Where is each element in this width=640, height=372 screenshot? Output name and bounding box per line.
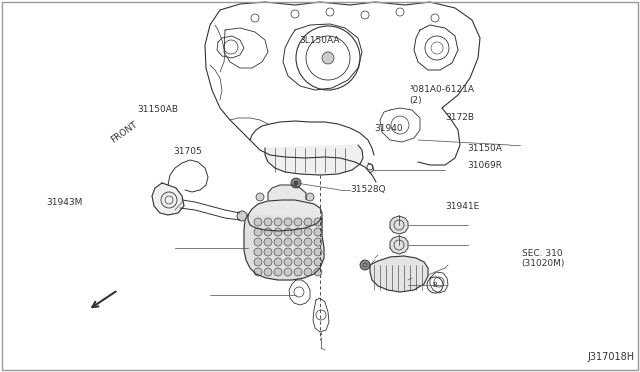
- Circle shape: [304, 268, 312, 276]
- Circle shape: [254, 248, 262, 256]
- Text: 3L150AA: 3L150AA: [300, 36, 340, 45]
- Polygon shape: [390, 216, 408, 234]
- Circle shape: [304, 238, 312, 246]
- Circle shape: [274, 238, 282, 246]
- Circle shape: [294, 258, 302, 266]
- Circle shape: [254, 258, 262, 266]
- Circle shape: [284, 248, 292, 256]
- Text: 31940: 31940: [374, 124, 403, 133]
- Circle shape: [264, 258, 272, 266]
- Text: FRONT: FRONT: [109, 120, 139, 144]
- Circle shape: [304, 218, 312, 226]
- Circle shape: [304, 228, 312, 236]
- Text: B: B: [433, 282, 437, 288]
- Circle shape: [314, 248, 322, 256]
- Circle shape: [274, 228, 282, 236]
- Text: 31528Q: 31528Q: [351, 185, 387, 194]
- Circle shape: [256, 193, 264, 201]
- Circle shape: [264, 238, 272, 246]
- Circle shape: [284, 258, 292, 266]
- Circle shape: [294, 181, 298, 185]
- Polygon shape: [390, 236, 408, 254]
- Circle shape: [314, 228, 322, 236]
- Text: 31069R: 31069R: [467, 161, 502, 170]
- Polygon shape: [244, 215, 324, 280]
- Circle shape: [254, 238, 262, 246]
- Circle shape: [254, 218, 262, 226]
- Circle shape: [237, 211, 247, 221]
- Circle shape: [264, 218, 272, 226]
- Circle shape: [274, 258, 282, 266]
- Circle shape: [254, 228, 262, 236]
- Circle shape: [284, 268, 292, 276]
- Circle shape: [264, 248, 272, 256]
- Circle shape: [274, 218, 282, 226]
- Text: 3172B: 3172B: [445, 113, 474, 122]
- Text: 31943M: 31943M: [46, 198, 83, 207]
- Circle shape: [360, 260, 370, 270]
- Circle shape: [294, 228, 302, 236]
- Circle shape: [294, 218, 302, 226]
- Circle shape: [294, 238, 302, 246]
- Circle shape: [291, 178, 301, 188]
- Circle shape: [322, 52, 334, 64]
- Text: SEC. 310
(31020M): SEC. 310 (31020M): [522, 249, 565, 268]
- Text: 31705: 31705: [173, 147, 202, 156]
- Circle shape: [274, 268, 282, 276]
- Text: ³081A0-6121A
(2): ³081A0-6121A (2): [410, 85, 475, 105]
- Polygon shape: [248, 200, 322, 231]
- Circle shape: [284, 228, 292, 236]
- Circle shape: [304, 248, 312, 256]
- Polygon shape: [152, 183, 184, 215]
- Circle shape: [294, 268, 302, 276]
- Polygon shape: [370, 256, 428, 292]
- Circle shape: [284, 238, 292, 246]
- Circle shape: [314, 238, 322, 246]
- Circle shape: [254, 268, 262, 276]
- Circle shape: [314, 258, 322, 266]
- Text: 31150AB: 31150AB: [138, 105, 179, 114]
- Text: 31150A: 31150A: [467, 144, 502, 153]
- Text: J317018H: J317018H: [588, 352, 635, 362]
- Circle shape: [314, 218, 322, 226]
- Circle shape: [314, 268, 322, 276]
- Text: 31941E: 31941E: [445, 202, 479, 211]
- Polygon shape: [265, 145, 363, 175]
- Circle shape: [264, 228, 272, 236]
- Circle shape: [306, 193, 314, 201]
- Circle shape: [294, 248, 302, 256]
- Circle shape: [284, 218, 292, 226]
- Circle shape: [264, 268, 272, 276]
- Circle shape: [304, 258, 312, 266]
- Polygon shape: [268, 185, 306, 200]
- Circle shape: [274, 248, 282, 256]
